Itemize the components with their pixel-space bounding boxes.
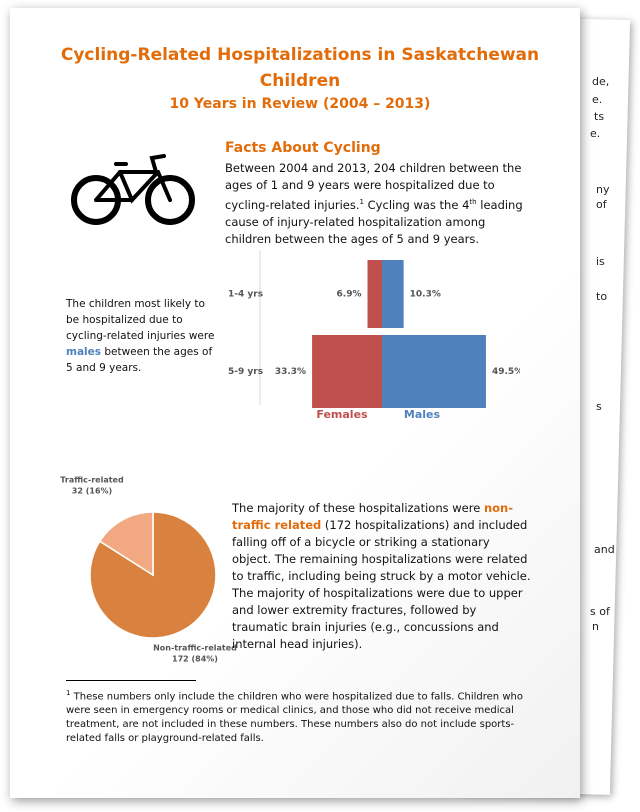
- value-label: 10.3%: [410, 290, 441, 300]
- text: Cycling was the 4: [364, 197, 470, 212]
- category-label: 1-4 yrs: [228, 290, 263, 300]
- text: These numbers only include the children …: [66, 691, 523, 745]
- body-paragraph: The majority of hospitalizations were du…: [232, 586, 523, 651]
- footnote-number: 1: [66, 689, 71, 697]
- text-fragment: n: [592, 620, 599, 633]
- text: leading cause of injury-related hospital…: [225, 197, 523, 246]
- text-fragment: e.: [590, 127, 601, 140]
- text: The majority of these hospitalizations w…: [232, 501, 484, 515]
- highlight: males: [66, 346, 101, 358]
- legend-label: Females: [316, 408, 368, 421]
- body-paragraph: The majority of these hospitalizations w…: [232, 500, 532, 585]
- highlight: non-traffic related: [232, 501, 514, 532]
- bar: [382, 335, 486, 408]
- superscript: th: [469, 198, 477, 206]
- slice-value: 32 (16%): [72, 487, 112, 496]
- value-label: 33.3%: [275, 367, 306, 377]
- section-heading: Facts About Cycling: [225, 140, 381, 156]
- text-fragment: e.: [592, 93, 603, 106]
- heading: Facts About Cycling: [225, 140, 381, 156]
- pie-chart: Traffic-related 32 (16%) Non-traffic-relat…: [60, 476, 237, 664]
- subtitle: 10 Years in Review (2004 – 2013): [169, 96, 431, 112]
- text: between the ages of 5 and 9 years.: [66, 346, 213, 374]
- slice-label: Non-traffic-related: [153, 644, 237, 653]
- facts-paragraph: Between 2004 and 2013, 204 children betw…: [225, 160, 535, 248]
- slice-value: 172 (84%): [172, 655, 218, 664]
- text-fragment: de,: [592, 75, 610, 88]
- title: Cycling-Related Hospitalizations in Sask…: [60, 45, 540, 91]
- side-note: The children most likely to be hospitali…: [66, 296, 216, 376]
- footnote-ref: 1: [359, 198, 364, 206]
- footnote-rule: [66, 680, 196, 681]
- slice-label: Traffic-related: [60, 476, 124, 485]
- text-fragment: ts: [594, 110, 605, 123]
- bicycle-icon: [71, 154, 195, 225]
- text: (172 hospitalizations) and included fall…: [232, 518, 531, 583]
- text-fragment: and: [594, 543, 615, 556]
- text: Between 2004 and 2013, 204 children betw…: [225, 161, 522, 212]
- text-fragment: ny: [596, 183, 610, 196]
- bar: [367, 260, 382, 328]
- text-fragment: s: [596, 400, 602, 413]
- pie-slice: [98, 511, 154, 577]
- text-fragment: s of: [590, 605, 610, 618]
- text-fragment: to: [596, 290, 608, 303]
- value-label: 6.9%: [337, 290, 362, 300]
- legend-label: Males: [404, 408, 441, 421]
- text: The children most likely to be hospitali…: [66, 298, 215, 342]
- pyramid-chart: 1-4 yrs 6.9% 10.3% 5-9 yrs 33.3% 49.5% Females…: [228, 250, 520, 421]
- bar: [312, 335, 382, 408]
- category-label: 5-9 yrs: [228, 367, 263, 377]
- text-fragment: of: [596, 198, 607, 211]
- footnote: 1 These numbers only include the childre…: [66, 686, 526, 746]
- value-label: 49.5%: [492, 367, 520, 377]
- text-fragment: is: [596, 255, 605, 268]
- bar: [382, 260, 404, 328]
